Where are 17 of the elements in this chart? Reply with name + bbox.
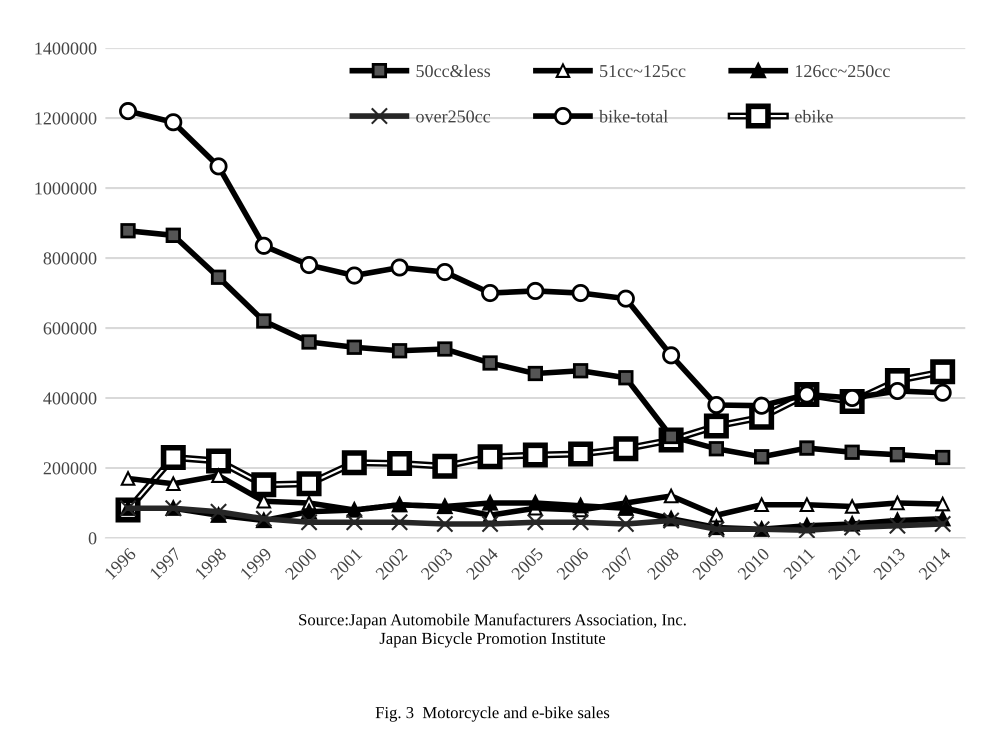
y-tick-label: 0 bbox=[88, 532, 96, 544]
legend-label: 126cc~250cc bbox=[796, 64, 890, 78]
y-tick-label: 400000 bbox=[43, 392, 96, 404]
legend-label: bike-total bbox=[599, 110, 668, 123]
legend-label: ebike bbox=[795, 110, 833, 123]
y-tick-label: 1200000 bbox=[35, 112, 96, 125]
y-tick-label: 1000000 bbox=[35, 182, 96, 195]
legend-label: 50cc&less bbox=[416, 64, 490, 78]
y-tick-label: 1400000 bbox=[35, 42, 96, 55]
y-tick-label: 600000 bbox=[44, 322, 96, 334]
text: Fig. 3 Motorcycle and e-bike sales bbox=[376, 706, 610, 722]
x-tick-label: 2011 bbox=[782, 547, 816, 580]
y-tick-label: 800000 bbox=[44, 252, 96, 264]
legend-label: 51cc~125cc bbox=[600, 65, 686, 78]
y-tick-label: 200000 bbox=[44, 462, 96, 474]
legend-label: over250cc bbox=[416, 110, 490, 123]
source-note: Source:Japan Automobile Manufacturers Association, Inc. Japan Bicycle Promotion Institute bbox=[299, 614, 686, 648]
